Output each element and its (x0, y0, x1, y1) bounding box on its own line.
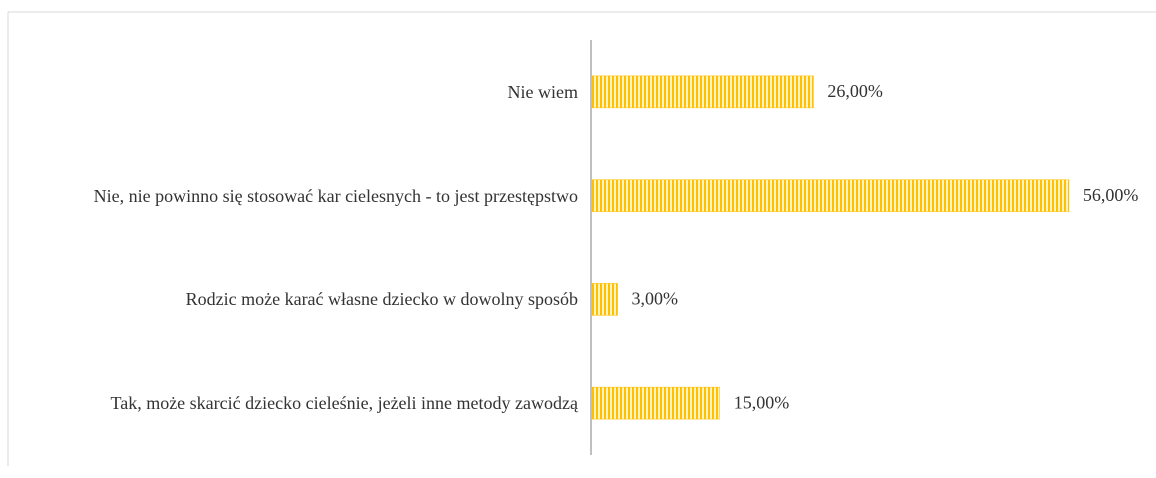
category-text: Nie, nie powinno się stosować kar cieles… (93, 185, 578, 206)
category-text: Nie wiem (507, 81, 578, 102)
category-text: Tak, może skarcić dziecko cieleśnie, jeż… (110, 393, 578, 414)
category-label: Nie, nie powinno się stosować kar cieles… (18, 185, 578, 207)
category-label: Rodzic może karać własne dziecko w dowol… (18, 288, 578, 310)
value-label: 56,00% (1083, 185, 1139, 205)
value-label: 3,00% (632, 289, 679, 309)
category-text: Rodzic może karać własne dziecko w dowol… (185, 289, 578, 310)
bar (591, 75, 814, 109)
category-label: Nie wiem (18, 81, 578, 103)
value-label: 26,00% (827, 81, 883, 101)
bar (591, 283, 618, 316)
bar (591, 179, 1070, 212)
bar (591, 386, 720, 420)
category-label: Tak, może skarcić dziecko cieleśnie, jeż… (18, 392, 578, 414)
value-label: 15,00% (734, 392, 790, 412)
